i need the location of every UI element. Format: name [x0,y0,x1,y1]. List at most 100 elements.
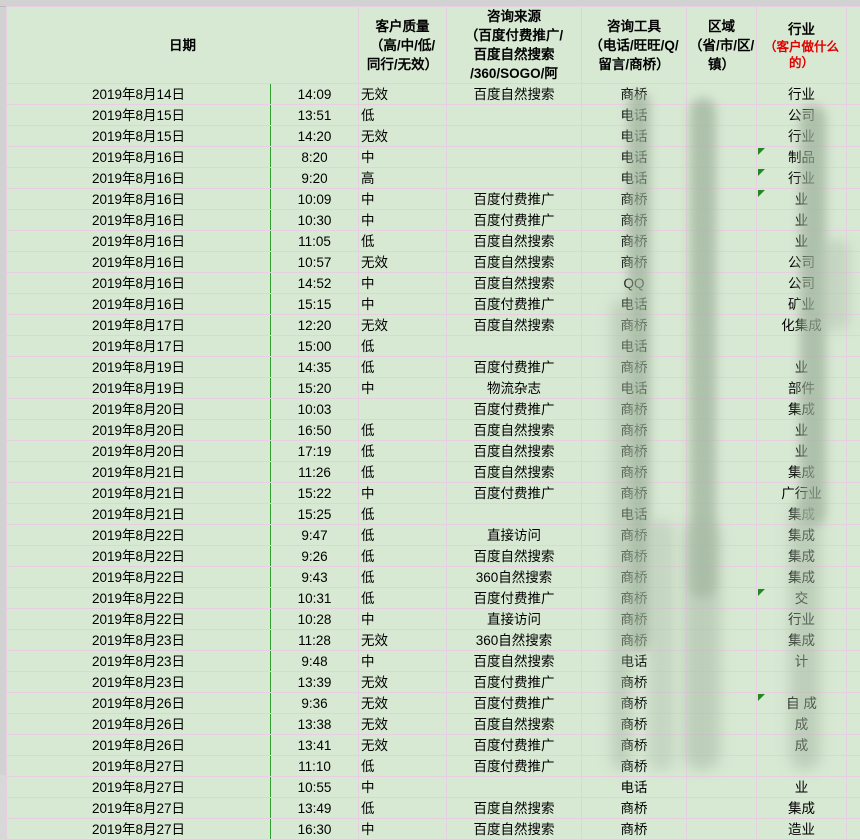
cell-date[interactable]: 2019年8月21日 [7,483,271,504]
cell-time[interactable]: 10:30 [271,210,359,231]
cell-industry[interactable] [757,336,847,357]
cell-area[interactable] [687,84,757,105]
cell-date[interactable]: 2019年8月19日 [7,357,271,378]
cell-product[interactable] [847,609,860,630]
cell-time[interactable]: 10:03 [271,399,359,420]
cell-quality[interactable]: 低 [359,756,447,777]
cell-source[interactable]: 百度付费推广 [447,189,582,210]
cell-tool[interactable]: 电话 [582,504,687,525]
cell-industry[interactable]: 制品 [757,147,847,168]
cell-quality[interactable]: 无效 [359,672,447,693]
cell-source[interactable]: 百度付费推广 [447,756,582,777]
cell-tool[interactable]: 商桥 [582,672,687,693]
cell-tool[interactable]: 商桥 [582,630,687,651]
cell-industry[interactable]: 集成 [757,462,847,483]
cell-industry[interactable]: 自 成 [757,693,847,714]
cell-product[interactable] [847,441,860,462]
cell-product[interactable] [847,420,860,441]
cell-product[interactable] [847,504,860,525]
cell-industry[interactable]: 部件 [757,378,847,399]
cell-date[interactable]: 2019年8月16日 [7,231,271,252]
cell-time[interactable]: 11:28 [271,630,359,651]
header-date[interactable]: 日期 [7,7,359,84]
cell-quality[interactable]: 中 [359,483,447,504]
cell-industry[interactable]: 业 [757,441,847,462]
cell-product[interactable] [847,399,860,420]
cell-tool[interactable]: 商桥 [582,441,687,462]
cell-industry[interactable]: 业 [757,420,847,441]
cell-industry[interactable]: 成 [757,714,847,735]
cell-area[interactable] [687,126,757,147]
cell-product[interactable]: 降机 [847,819,860,840]
cell-product[interactable] [847,525,860,546]
cell-date[interactable]: 2019年8月22日 [7,525,271,546]
cell-date[interactable]: 2019年8月23日 [7,672,271,693]
cell-product[interactable] [847,378,860,399]
cell-source[interactable]: 百度自然搜索 [447,462,582,483]
cell-tool[interactable]: 电话 [582,777,687,798]
cell-product[interactable] [847,651,860,672]
header-quality[interactable]: 客户质量 （高/中/低/ 同行/无效） [359,7,447,84]
header-area[interactable]: 区域 （省/市/区/ 镇） [687,7,757,84]
cell-date[interactable]: 2019年8月23日 [7,630,271,651]
cell-date[interactable]: 2019年8月16日 [7,252,271,273]
cell-product[interactable] [847,252,860,273]
cell-industry[interactable] [757,672,847,693]
cell-area[interactable] [687,399,757,420]
cell-date[interactable]: 2019年8月16日 [7,210,271,231]
cell-date[interactable]: 2019年8月17日 [7,336,271,357]
cell-product[interactable] [847,798,860,819]
cell-source[interactable]: 百度自然搜索 [447,252,582,273]
cell-quality[interactable]: 中 [359,147,447,168]
cell-time[interactable]: 8:20 [271,147,359,168]
cell-date[interactable]: 2019年8月22日 [7,588,271,609]
cell-product[interactable] [847,357,860,378]
cell-date[interactable]: 2019年8月27日 [7,798,271,819]
cell-industry[interactable]: 公司 [757,252,847,273]
cell-time[interactable]: 10:55 [271,777,359,798]
cell-quality[interactable]: 中 [359,651,447,672]
cell-product[interactable] [847,294,860,315]
header-industry[interactable]: 行业 （客户做什么 的） [757,7,847,84]
cell-area[interactable] [687,525,757,546]
cell-quality[interactable]: 低 [359,231,447,252]
cell-area[interactable] [687,609,757,630]
cell-time[interactable]: 11:05 [271,231,359,252]
cell-area[interactable] [687,294,757,315]
cell-source[interactable]: 百度付费推广 [447,588,582,609]
cell-area[interactable] [687,798,757,819]
cell-time[interactable]: 13:39 [271,672,359,693]
cell-time[interactable]: 13:49 [271,798,359,819]
cell-area[interactable] [687,231,757,252]
cell-quality[interactable]: 低 [359,798,447,819]
cell-source[interactable] [447,168,582,189]
cell-time[interactable]: 13:51 [271,105,359,126]
cell-source[interactable]: 百度自然搜索 [447,315,582,336]
cell-tool[interactable]: 商桥 [582,252,687,273]
cell-quality[interactable]: 低 [359,588,447,609]
cell-product[interactable] [847,567,860,588]
cell-industry[interactable]: 业 [757,210,847,231]
cell-industry[interactable]: 集成 [757,567,847,588]
cell-quality[interactable]: 低 [359,504,447,525]
cell-date[interactable]: 2019年8月15日 [7,126,271,147]
cell-source[interactable] [447,105,582,126]
cell-time[interactable]: 10:57 [271,252,359,273]
cell-quality[interactable]: 中 [359,210,447,231]
cell-quality[interactable]: 低 [359,357,447,378]
cell-tool[interactable]: 商桥 [582,84,687,105]
cell-quality[interactable]: 中 [359,294,447,315]
cell-product[interactable] [847,105,860,126]
cell-source[interactable]: 360自然搜索 [447,567,582,588]
cell-industry[interactable]: 行业 [757,609,847,630]
